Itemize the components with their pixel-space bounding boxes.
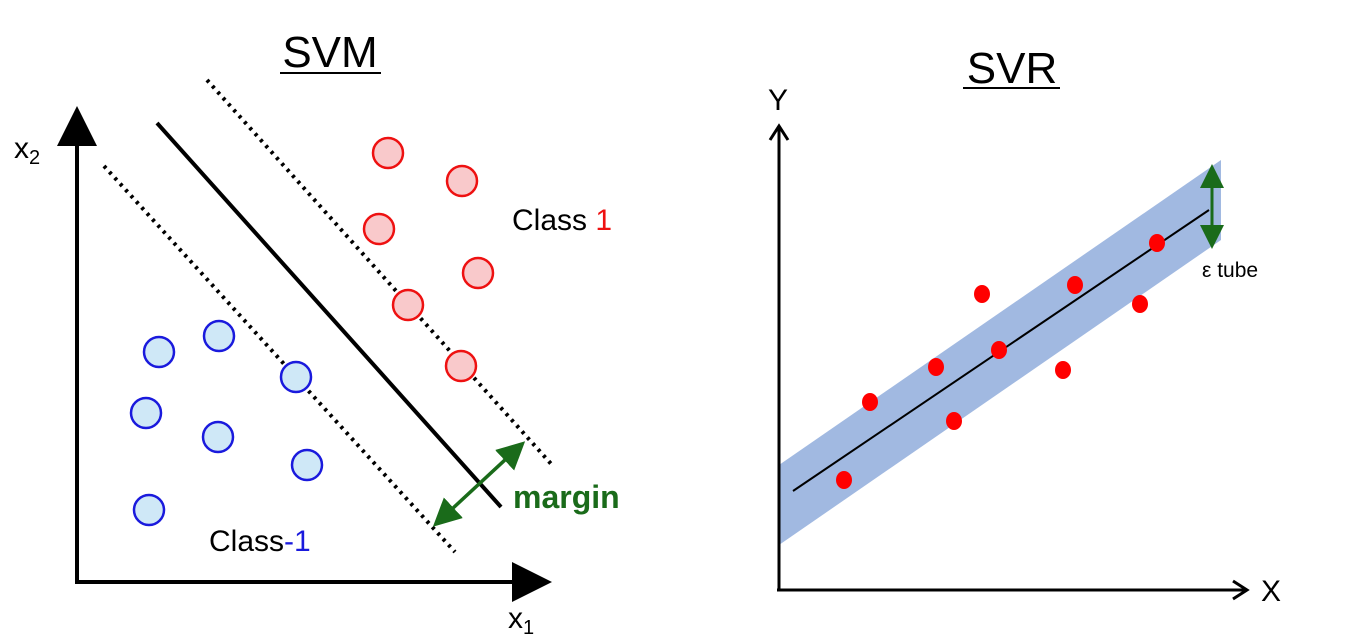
epsilon-tube-label: ε tube [1202,259,1258,282]
class-neg1-point [132,493,166,527]
svr-y-axis-label: Y [768,84,788,117]
class-neg1-point [279,360,313,394]
class-neg1-point [202,319,236,353]
svr-point [928,358,944,376]
class-1-point [371,136,405,170]
class-negative-points [129,319,324,527]
svr-x-axis-arrowhead [1232,579,1250,601]
class-1-point [445,164,479,198]
svm-x-axis-label: x1 [508,602,534,639]
margin-arrow [432,441,526,527]
class-negative-label: Class-1 [209,525,311,558]
class-1-point [391,288,425,322]
svm-panel: SVM x2 x1 margin Class 1 [14,28,620,639]
class-positive-label: Class 1 [512,204,612,237]
class-neg1-point [290,448,324,482]
class-1-point [461,256,495,290]
svm-y-axis-label: x2 [14,132,40,169]
svr-title: SVR [967,44,1057,93]
svr-point [862,393,878,411]
class-positive-points [362,136,495,383]
class-neg1-point [129,396,163,430]
svr-point [1055,361,1071,379]
svr-data-points [836,234,1165,489]
svr-y-axis-arrowhead [768,123,790,141]
class-1-point [444,349,478,383]
svr-point [991,341,1007,359]
svr-point [1132,295,1148,313]
svm-margin-upper [205,78,555,468]
class-1-point [362,212,396,246]
svr-panel: SVR Y X ε tube [768,44,1281,608]
svr-point [974,285,990,303]
margin-label: margin [513,479,620,515]
svr-point [1067,276,1083,294]
svr-point [836,471,852,489]
svm-title: SVM [282,28,377,77]
class-neg1-point [201,420,235,454]
svr-point [946,412,962,430]
svr-x-axis-label: X [1261,575,1281,608]
svr-point [1149,234,1165,252]
class-neg1-point [142,335,176,369]
svm-margin-lower [102,164,457,554]
